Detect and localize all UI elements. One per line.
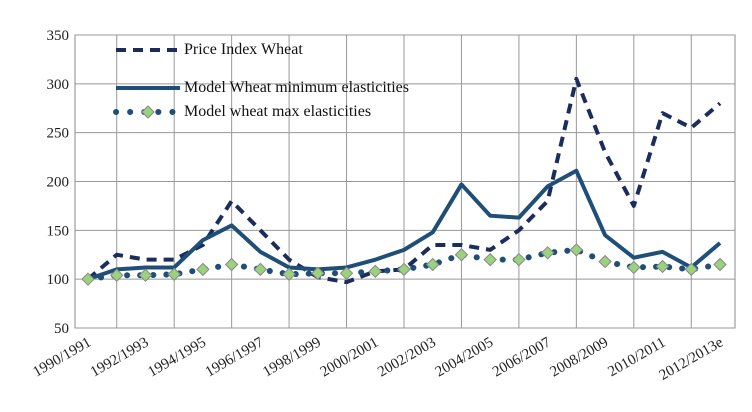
point-marker (569, 243, 584, 257)
point-marker (368, 264, 382, 279)
x-tick-label: 1994/1995 (145, 335, 209, 381)
legend-item: Model wheat max elasticities (112, 102, 432, 122)
point-marker (598, 254, 612, 269)
point-marker (426, 257, 440, 272)
point-marker (713, 257, 727, 272)
point-marker (483, 252, 497, 267)
point-marker (167, 267, 181, 281)
legend-swatch (116, 86, 180, 90)
point-marker (110, 268, 124, 282)
point-marker (655, 259, 670, 274)
x-tick-label: 2000/2001 (318, 335, 382, 381)
point-marker (253, 262, 268, 277)
point-marker (138, 268, 153, 282)
x-tick-label: 1998/1999 (260, 335, 324, 381)
y-tick-label: 250 (47, 126, 70, 142)
legend-label: Price Index Wheat (184, 41, 303, 58)
point-marker (339, 266, 354, 281)
y-tick-label: 50 (54, 321, 69, 337)
x-tick-label: 1990/1991 (30, 335, 94, 381)
legend-label: Model Wheat minimum elasticities (184, 79, 409, 96)
legend-swatch (113, 105, 183, 119)
point-marker (684, 262, 698, 277)
y-tick-label: 100 (47, 272, 70, 288)
y-tick-label: 150 (47, 223, 70, 239)
legend-marker (141, 105, 155, 119)
legend-item: Price Index Wheat (112, 40, 432, 60)
legend: Price Index Wheat Model Wheat minimum ela… (112, 40, 432, 126)
x-tick-label: 2012/2013e (657, 334, 727, 383)
legend-swatch (116, 48, 180, 52)
x-tick-label: 1996/1997 (203, 334, 267, 380)
point-marker (81, 272, 95, 286)
series-line (87, 168, 722, 282)
x-tick-label: 2004/2005 (433, 335, 497, 381)
x-tick-label: 1992/1993 (88, 335, 152, 381)
y-tick-label: 300 (47, 77, 70, 93)
point-marker (397, 262, 411, 277)
x-tick-label: 2008/2009 (548, 335, 612, 381)
point-marker (454, 248, 469, 262)
point-marker (224, 257, 239, 272)
point-marker (196, 262, 210, 277)
point-marker (512, 252, 526, 267)
series-line (85, 246, 723, 283)
point-marker (627, 260, 641, 275)
x-tick-label: 2002/2003 (375, 335, 439, 381)
point-marker (282, 267, 296, 281)
x-tick-label: 2006/2007 (490, 334, 554, 380)
point-marker (540, 246, 555, 260)
legend-label: Model wheat max elasticities (184, 103, 372, 120)
y-tick-label: 350 (47, 28, 70, 44)
y-tick-label: 200 (47, 175, 70, 191)
legend-item: Model Wheat minimum elasticities (112, 78, 432, 98)
point-marker (311, 266, 325, 281)
